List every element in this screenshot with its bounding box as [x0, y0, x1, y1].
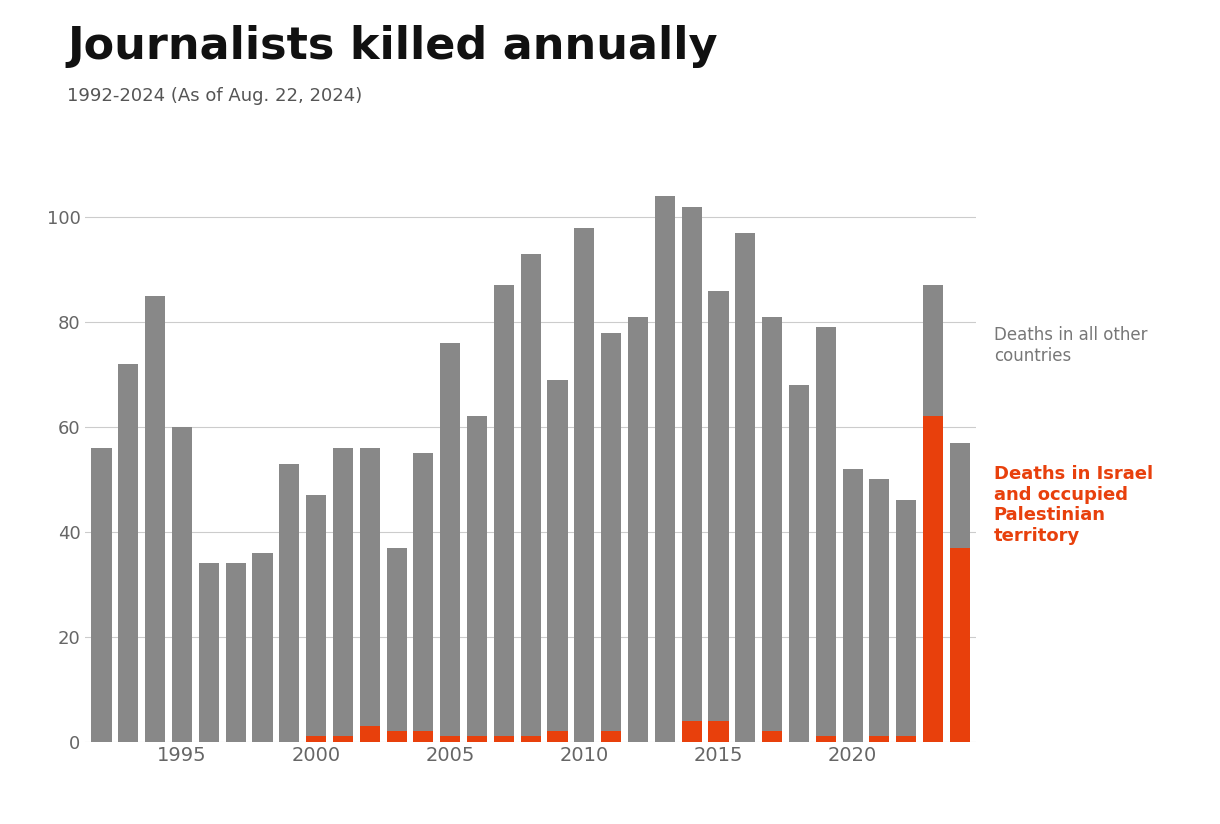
- Bar: [950, 442, 970, 548]
- Bar: [601, 333, 621, 731]
- Bar: [736, 233, 755, 742]
- Bar: [709, 291, 728, 721]
- Bar: [870, 480, 889, 737]
- Bar: [548, 731, 567, 742]
- Text: Deaths in all other
countries: Deaths in all other countries: [994, 326, 1147, 365]
- Bar: [548, 380, 567, 731]
- Bar: [762, 731, 782, 742]
- Bar: [521, 254, 540, 737]
- Bar: [494, 285, 514, 737]
- Bar: [950, 548, 970, 742]
- Bar: [655, 196, 675, 742]
- Bar: [682, 207, 701, 721]
- Bar: [199, 564, 218, 742]
- Bar: [387, 731, 406, 742]
- Bar: [601, 731, 621, 742]
- Bar: [333, 737, 353, 742]
- Bar: [440, 343, 460, 737]
- Bar: [816, 737, 836, 742]
- Bar: [172, 427, 192, 742]
- Bar: [279, 464, 299, 742]
- Bar: [924, 285, 943, 416]
- Bar: [924, 416, 943, 742]
- Bar: [387, 548, 406, 731]
- Bar: [253, 553, 272, 742]
- Bar: [843, 469, 863, 742]
- Bar: [897, 500, 916, 737]
- Bar: [762, 317, 782, 731]
- Bar: [145, 296, 165, 742]
- Bar: [870, 737, 889, 742]
- Bar: [709, 721, 728, 742]
- Bar: [226, 564, 245, 742]
- Bar: [521, 737, 540, 742]
- Bar: [360, 448, 379, 726]
- Bar: [494, 737, 514, 742]
- Bar: [118, 364, 138, 742]
- Bar: [467, 737, 487, 742]
- Bar: [414, 453, 433, 731]
- Bar: [682, 721, 701, 742]
- Bar: [789, 385, 809, 742]
- Text: 1992-2024 (As of Aug. 22, 2024): 1992-2024 (As of Aug. 22, 2024): [67, 87, 362, 105]
- Bar: [816, 327, 836, 737]
- Bar: [440, 737, 460, 742]
- Bar: [306, 737, 326, 742]
- Bar: [360, 726, 379, 742]
- Bar: [92, 448, 111, 742]
- Text: Deaths in Israel
and occupied
Palestinian
territory: Deaths in Israel and occupied Palestinia…: [994, 465, 1153, 545]
- Bar: [306, 495, 326, 737]
- Bar: [333, 448, 353, 737]
- Text: Journalists killed annually: Journalists killed annually: [67, 25, 717, 68]
- Bar: [628, 317, 648, 742]
- Bar: [897, 737, 916, 742]
- Bar: [575, 227, 594, 742]
- Bar: [414, 731, 433, 742]
- Bar: [467, 416, 487, 737]
